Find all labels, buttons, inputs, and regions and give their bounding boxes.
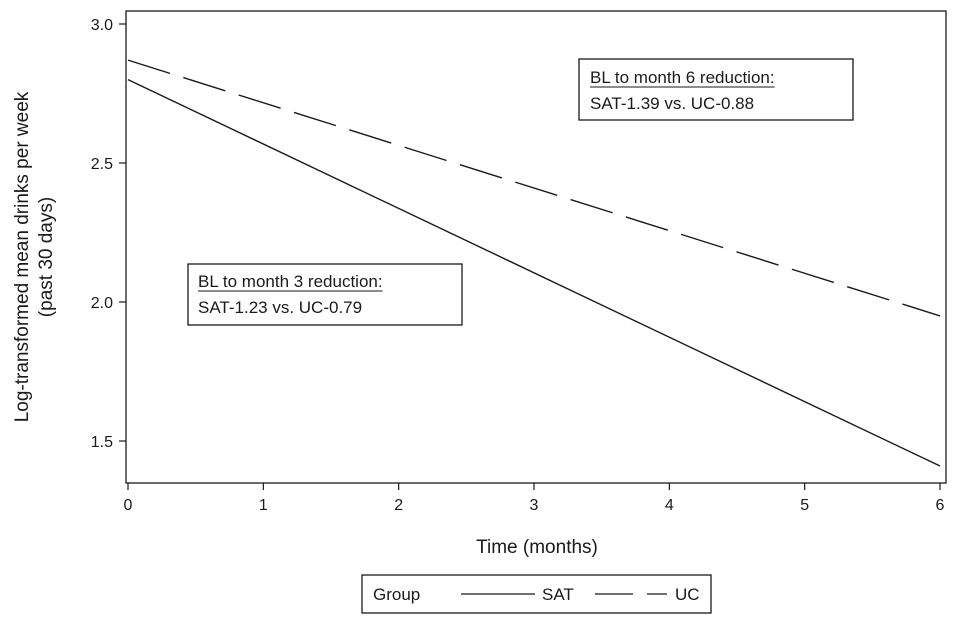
legend: Group SAT UC (361, 574, 712, 614)
x-axis-title: Time (months) (476, 537, 598, 558)
x-tick-label-3: 3 (530, 497, 539, 514)
y-axis-title-line-1: Log-transformed mean drinks per week (12, 91, 33, 422)
x-tick-label-5: 5 (800, 497, 809, 514)
x-tick-label-4: 4 (665, 497, 674, 514)
y-tick-label-2.0: 2.0 (91, 295, 113, 312)
series-line-sat (127, 78, 941, 467)
annotation-month6-heading: BL to month 6 reduction: (590, 68, 775, 87)
x-tick-label-2: 2 (394, 497, 403, 514)
x-tick-label-0: 0 (124, 497, 133, 514)
series-line-uc (127, 59, 941, 317)
annotation-month6: BL to month 6 reduction: SAT-1.39 vs. UC… (578, 58, 854, 121)
plot-frame (125, 10, 947, 484)
legend-label-sat: SAT (542, 585, 574, 604)
axis-ticks: 0 1 2 3 4 5 6 1.5 2.0 2.5 3.0 (91, 17, 945, 514)
legend-title: Group (373, 585, 420, 604)
annotation-month3: BL to month 3 reduction: SAT-1.23 vs. UC… (187, 263, 463, 326)
series-lines (127, 59, 941, 467)
legend-label-uc: UC (675, 585, 700, 604)
annotation-month3-box (187, 263, 463, 326)
y-tick-label-1.5: 1.5 (91, 434, 113, 451)
annotation-month6-text: SAT-1.39 vs. UC-0.88 (590, 94, 754, 113)
annotation-month3-heading: BL to month 3 reduction: (198, 272, 383, 291)
y-tick-label-2.5: 2.5 (91, 156, 113, 173)
annotation-month3-text: SAT-1.23 vs. UC-0.79 (198, 298, 362, 317)
y-axis-title: Log-transformed mean drinks per week (pa… (12, 91, 57, 422)
x-tick-label-6: 6 (936, 497, 945, 514)
y-tick-label-3.0: 3.0 (91, 17, 113, 34)
x-tick-label-1: 1 (259, 497, 268, 514)
y-axis-title-line-2: (past 30 days) (36, 197, 57, 317)
annotation-month6-box (578, 58, 854, 121)
